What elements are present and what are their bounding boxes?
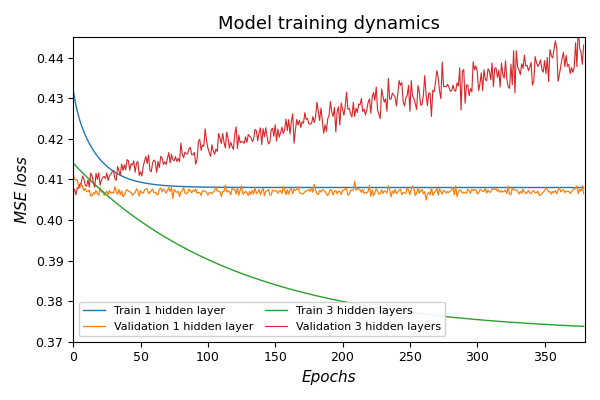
Train 3 hidden layers — [70, 161, 77, 166]
Train 1 hidden layer — [460, 185, 467, 190]
Train 1 hidden layer — [580, 185, 587, 190]
Validation 1 hidden layer — [373, 186, 380, 191]
Y-axis label: MSE loss: MSE loss — [15, 156, 30, 223]
Train 1 hidden layer — [448, 185, 455, 190]
Train 1 hidden layer — [70, 88, 77, 92]
Line: Validation 1 hidden layer: Validation 1 hidden layer — [73, 174, 584, 200]
Validation 3 hidden layers — [70, 188, 77, 193]
Validation 3 hidden layers — [163, 162, 170, 167]
Line: Validation 3 hidden layers: Validation 3 hidden layers — [73, 23, 584, 195]
X-axis label: Epochs: Epochs — [302, 370, 356, 385]
Train 3 hidden layers — [161, 234, 169, 239]
Validation 1 hidden layer — [449, 185, 457, 190]
Train 1 hidden layer — [161, 183, 169, 188]
Train 3 hidden layers — [351, 301, 358, 306]
Train 3 hidden layers — [297, 290, 304, 294]
Validation 1 hidden layer — [461, 190, 469, 195]
Title: Model training dynamics: Model training dynamics — [218, 15, 440, 33]
Train 3 hidden layers — [373, 305, 380, 310]
Validation 3 hidden layers — [72, 193, 79, 198]
Validation 3 hidden layers — [580, 43, 587, 48]
Validation 1 hidden layer — [422, 198, 430, 202]
Line: Train 3 hidden layers: Train 3 hidden layers — [73, 163, 584, 326]
Validation 3 hidden layers — [352, 106, 359, 110]
Validation 1 hidden layer — [351, 179, 358, 184]
Line: Train 1 hidden layer: Train 1 hidden layer — [73, 90, 584, 188]
Legend: Train 1 hidden layer, Validation 1 hidden layer, Train 3 hidden layers, Validati: Train 1 hidden layer, Validation 1 hidde… — [79, 302, 445, 336]
Train 3 hidden layers — [580, 324, 587, 329]
Validation 3 hidden layers — [461, 101, 469, 106]
Validation 3 hidden layers — [299, 119, 306, 124]
Validation 3 hidden layers — [449, 83, 457, 88]
Validation 1 hidden layer — [580, 191, 587, 196]
Validation 3 hidden layers — [374, 108, 381, 113]
Train 1 hidden layer — [373, 185, 380, 190]
Validation 1 hidden layer — [70, 172, 77, 176]
Train 3 hidden layers — [460, 316, 467, 321]
Train 1 hidden layer — [351, 185, 358, 190]
Validation 3 hidden layers — [575, 21, 582, 26]
Validation 1 hidden layer — [297, 191, 304, 196]
Train 3 hidden layers — [448, 315, 455, 320]
Validation 1 hidden layer — [161, 188, 169, 193]
Train 1 hidden layer — [297, 185, 304, 190]
